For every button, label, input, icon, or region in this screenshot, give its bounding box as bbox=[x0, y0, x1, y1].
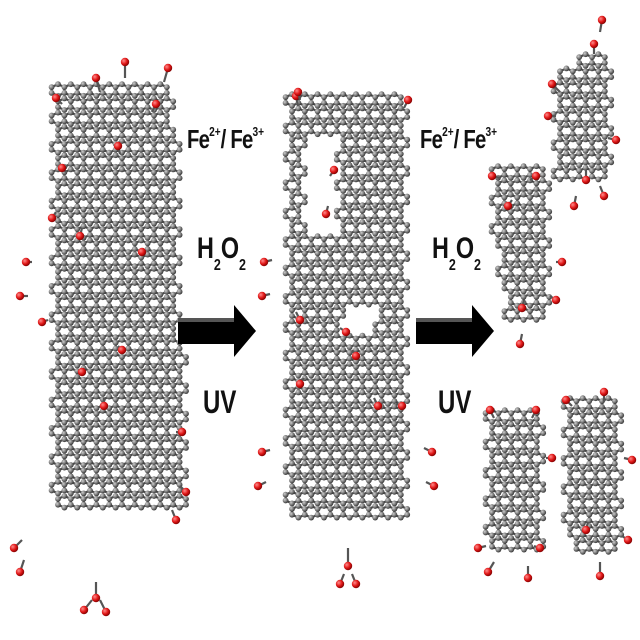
oxygen-atom bbox=[485, 405, 495, 415]
oxygen-atom bbox=[397, 401, 407, 411]
oxygen-atom bbox=[523, 573, 533, 583]
oxygen-atom bbox=[535, 543, 545, 553]
oxygen-atom bbox=[101, 607, 111, 617]
oxygen-atom bbox=[151, 99, 161, 109]
carbon-atoms bbox=[550, 51, 615, 183]
oxygen-atom bbox=[517, 303, 527, 313]
oxygen-atom bbox=[569, 201, 579, 211]
oxidant-label-step2: H2O2 bbox=[432, 232, 482, 274]
oxygen-atom bbox=[483, 567, 493, 577]
oxygen-atom bbox=[99, 401, 109, 411]
oxidant-label-step1: H2O2 bbox=[197, 232, 247, 274]
oxygen-atom bbox=[120, 57, 130, 67]
oxygen-atom bbox=[599, 387, 609, 397]
carbon-atoms bbox=[282, 91, 411, 521]
oxygen-atom bbox=[75, 231, 85, 241]
oxygen-atom bbox=[581, 525, 591, 535]
oxygen-atom bbox=[581, 175, 591, 185]
partially-cut-graphene-oxide-sheet bbox=[253, 87, 439, 589]
oxygen-atom bbox=[547, 79, 557, 89]
catalyst-label-step1: Fe2+/ Fe3+ bbox=[187, 124, 265, 154]
quantum-dot-4 bbox=[560, 387, 637, 581]
oxygen-atom bbox=[257, 291, 267, 301]
catalyst-label-step2: Fe2+/ Fe3+ bbox=[420, 124, 498, 154]
graphene-quantum-dot-fragments bbox=[473, 15, 637, 583]
oxygen-atom bbox=[15, 567, 25, 577]
oxygen-atom bbox=[79, 605, 89, 615]
oxygen-atom bbox=[15, 291, 25, 301]
oxygen-atom bbox=[503, 201, 513, 211]
oxygen-atom bbox=[295, 379, 305, 389]
oxygen-atom bbox=[77, 367, 87, 377]
oxygen-atom bbox=[543, 111, 553, 121]
oxygen-atom bbox=[137, 247, 147, 257]
oxygen-atom bbox=[403, 95, 413, 105]
right-arrow-icon bbox=[178, 305, 256, 357]
carbon-atoms bbox=[482, 407, 547, 553]
oxygen-atom bbox=[51, 93, 61, 103]
oxygen-atom bbox=[561, 395, 571, 405]
right-arrow-icon bbox=[416, 305, 494, 357]
oxygen-atom bbox=[487, 171, 497, 181]
quantum-dot-1 bbox=[543, 15, 621, 211]
oxygen-atom bbox=[9, 543, 19, 553]
oxygen-atom bbox=[589, 39, 599, 49]
oxygen-atom bbox=[515, 339, 525, 349]
starting-graphene-oxide-sheet bbox=[9, 57, 191, 617]
uv-label-step1: UV bbox=[203, 384, 237, 420]
carbon-atoms bbox=[48, 81, 189, 511]
oxygen-atom bbox=[259, 257, 269, 267]
oxygen-atom bbox=[163, 63, 173, 73]
oxygen-atom bbox=[599, 191, 609, 201]
quantum-dot-3 bbox=[473, 405, 557, 583]
oxygen-atom bbox=[321, 209, 331, 219]
oxygen-atom bbox=[295, 315, 305, 325]
oxygen-atom bbox=[623, 535, 633, 545]
oxygen-atom bbox=[91, 73, 101, 83]
oxygen-atom bbox=[341, 327, 351, 337]
oxygen-atom bbox=[557, 257, 567, 267]
oxygen-atom bbox=[611, 135, 621, 145]
carbon-atoms bbox=[488, 163, 553, 323]
oxygen-atom bbox=[329, 165, 339, 175]
oxygen-atom bbox=[257, 447, 267, 457]
oxygen-atom bbox=[47, 213, 57, 223]
oxygen-atom bbox=[253, 481, 263, 491]
oxygen-atom bbox=[531, 171, 541, 181]
oxygen-atom bbox=[351, 579, 361, 589]
oxygen-atom bbox=[429, 481, 439, 491]
oxygen-atom bbox=[547, 453, 557, 463]
oxygen-atom bbox=[343, 561, 353, 571]
oxygen-atom bbox=[551, 295, 561, 305]
uv-label-step2: UV bbox=[438, 384, 472, 420]
oxygen-atom bbox=[473, 543, 483, 553]
oxygen-atom bbox=[595, 571, 605, 581]
oxygen-atom bbox=[181, 487, 191, 497]
oxygen-atom bbox=[91, 593, 101, 603]
quantum-dot-2 bbox=[487, 163, 567, 349]
oxygen-atom bbox=[627, 455, 637, 465]
oxygen-atom bbox=[531, 405, 541, 415]
oxygen-atom bbox=[373, 401, 383, 411]
oxygen-atom bbox=[117, 345, 127, 355]
oxygen-atom bbox=[293, 87, 303, 97]
oxygen-atom bbox=[351, 351, 361, 361]
oxygen-atom bbox=[335, 579, 345, 589]
oxygen-atom bbox=[597, 15, 607, 25]
oxygen-atom bbox=[57, 163, 67, 173]
oxygen-atom bbox=[21, 257, 31, 267]
oxygen-atom bbox=[37, 317, 47, 327]
oxygen-atom bbox=[427, 447, 437, 457]
oxygen-atom bbox=[171, 515, 181, 525]
oxygen-atom bbox=[113, 141, 123, 151]
oxygen-atom bbox=[177, 427, 187, 437]
